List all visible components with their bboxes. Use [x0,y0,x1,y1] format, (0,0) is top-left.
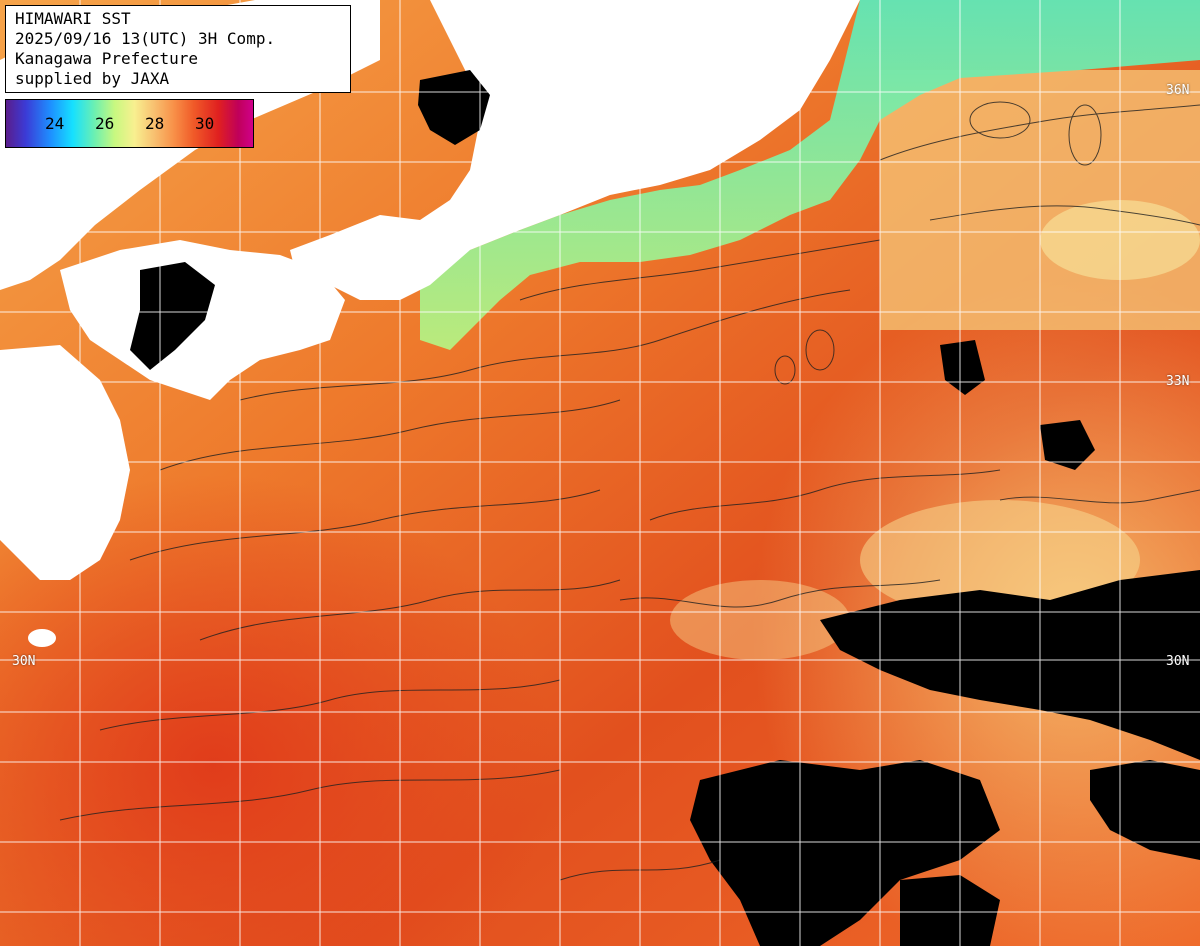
lat-label-36n: 36N [1166,83,1190,98]
pale-patch [860,500,1140,620]
cloud-southeast [1090,760,1200,860]
data-credit: supplied by JAXA [15,69,170,88]
cloud-band-lower [690,760,1000,946]
cloud-east-small [1040,420,1095,470]
legend-tick-30: 30 [195,114,215,133]
lat-label-33n: 33N [1166,374,1190,389]
land-awaji [350,225,395,270]
legend-tick-28: 28 [145,114,165,133]
lat-label-30n-right: 30N [1166,654,1190,669]
land-kinki-chubu [290,0,860,300]
cool-coastal-band [420,0,1200,350]
lat-label-30n-left: 30N [12,654,36,669]
land-islet [28,629,56,647]
observation-time: 2025/09/16 13(UTC) 3H Comp. [15,29,276,48]
land-islet [480,147,500,183]
temperature-legend: 24 26 28 30 [5,99,254,148]
legend-tick-26: 26 [95,114,115,133]
region-name: Kanagawa Prefecture [15,49,199,68]
info-box: HIMAWARI SST 2025/09/16 13(UTC) 3H Comp.… [5,5,351,93]
cloud-osaka-bay [418,70,490,145]
cloud-far-south [900,875,1000,946]
cloud-shikoku-west [130,262,215,370]
product-title: HIMAWARI SST [15,9,131,28]
sst-contours [59,101,1200,881]
legend-tick-24: 24 [45,114,65,133]
pale-patch [670,580,850,660]
cloud-east-33n [940,340,985,395]
